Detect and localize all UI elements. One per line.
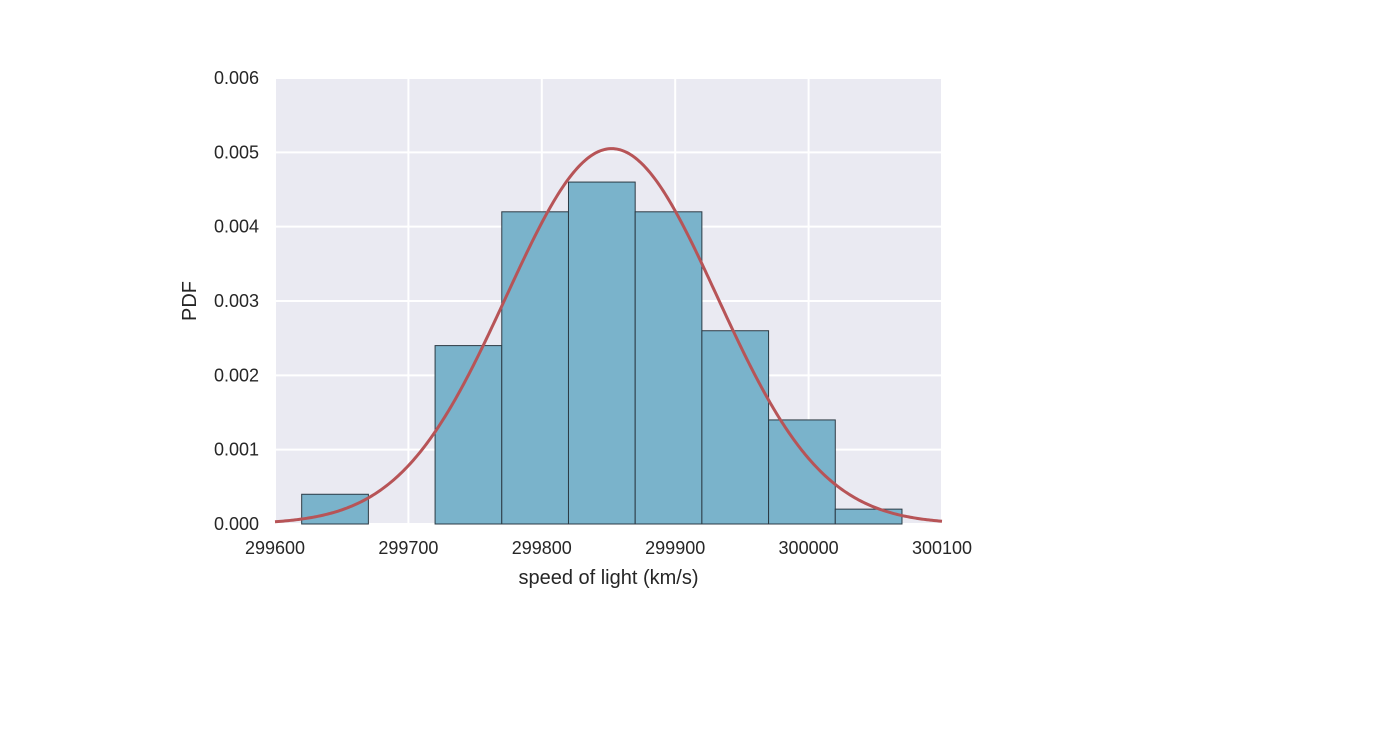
normal-pdf-curve bbox=[274, 147, 943, 524]
y-tick-label: 0.003 bbox=[214, 291, 259, 311]
x-axis-label: speed of light (km/s) bbox=[518, 567, 698, 589]
y-tick-label: 0.001 bbox=[214, 440, 259, 460]
y-tick-labels: 0.000 0.001 0.002 0.003 0.004 0.005 0.006 bbox=[214, 68, 259, 534]
x-tick-label: 300000 bbox=[779, 538, 839, 558]
x-tick-label: 299900 bbox=[645, 538, 705, 558]
y-tick-label: 0.005 bbox=[214, 142, 259, 162]
histogram-bar bbox=[567, 181, 636, 525]
y-tick-label: 0.002 bbox=[214, 365, 259, 385]
x-tick-labels: 299600 299700 299800 299900 300000 300100 bbox=[245, 538, 972, 558]
histogram-bar bbox=[501, 211, 569, 525]
histogram-bars bbox=[301, 181, 903, 525]
histogram-bar bbox=[301, 493, 369, 525]
histogram-bar bbox=[634, 211, 703, 525]
x-tick-label: 299700 bbox=[378, 538, 438, 558]
y-tick-label: 0.000 bbox=[214, 514, 259, 534]
x-tick-label: 300100 bbox=[912, 538, 972, 558]
x-tick-label: 299600 bbox=[245, 538, 305, 558]
y-tick-label: 0.004 bbox=[214, 217, 259, 237]
y-tick-label: 0.006 bbox=[214, 68, 259, 88]
y-axis-label: PDF bbox=[179, 281, 201, 321]
x-tick-label: 299800 bbox=[512, 538, 572, 558]
histogram-bar bbox=[834, 508, 903, 525]
histogram-bar bbox=[768, 419, 836, 525]
histogram-bar bbox=[701, 330, 770, 525]
